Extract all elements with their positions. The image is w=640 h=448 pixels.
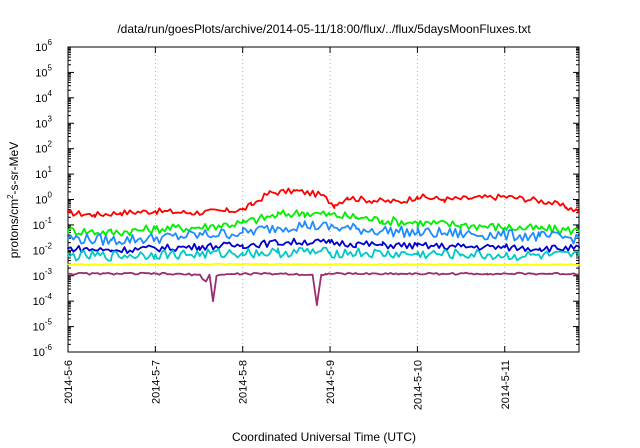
series-line-5: [67, 246, 580, 262]
y-tick-label: 10-2: [33, 241, 53, 257]
series-line-2: [67, 209, 580, 237]
y-tick-label: 101: [35, 165, 52, 181]
series-line-1: [67, 187, 580, 218]
y-tick-label: 100: [35, 191, 52, 207]
x-tick-label: 2014-5-11: [500, 360, 512, 409]
series-line-4: [67, 237, 580, 254]
x-tick-label: 2014-5-8: [238, 360, 250, 404]
y-tick-label: 10-5: [33, 318, 53, 334]
y-tick-label: 104: [35, 89, 52, 105]
y-tick-label: 106: [35, 38, 52, 54]
series-line-7: [67, 271, 580, 306]
x-axis-label: Coordinated Universal Time (UTC): [232, 430, 416, 444]
chart-title: /data/run/goesPlots/archive/2014-05-11/1…: [117, 22, 531, 36]
y-tick-label: 10-6: [33, 343, 53, 359]
y-tick-label: 10-4: [33, 292, 53, 308]
series-line-6: [67, 262, 580, 267]
x-tick-label: 2014-5-6: [63, 360, 75, 404]
x-tick-label: 2014-5-9: [325, 360, 337, 404]
y-tick-label: 102: [35, 140, 52, 156]
plot-frame: [67, 46, 580, 353]
x-tick-label: 2014-5-7: [150, 360, 162, 404]
y-tick-label: 105: [35, 63, 52, 79]
series-line-3: [67, 220, 580, 246]
x-tick-label: 2014-5-10: [412, 360, 424, 410]
y-axis-label: protons/cm2-s-sr-MeV: [6, 142, 21, 258]
y-tick-label: 10-1: [33, 216, 53, 232]
y-tick-label: 103: [35, 114, 52, 130]
y-tick-label: 10-3: [33, 267, 53, 283]
